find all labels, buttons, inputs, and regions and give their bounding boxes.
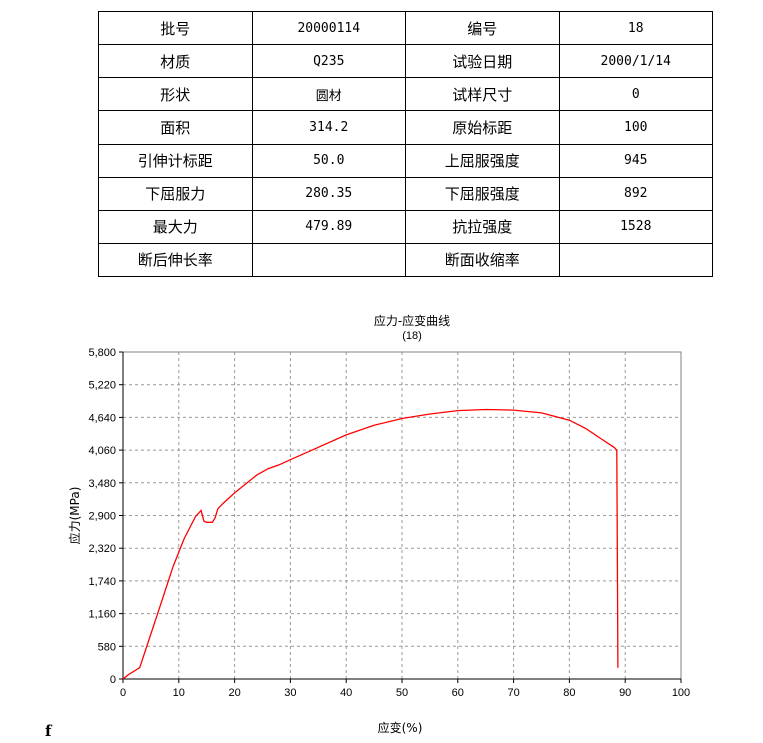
table-label-cell: 材质 <box>98 44 253 79</box>
x-tick-label: 50 <box>396 687 408 699</box>
table-value-cell <box>251 242 406 278</box>
table-row: 最大力 479.89 抗拉强度 1528 <box>98 209 713 244</box>
x-tick-label: 60 <box>452 687 464 699</box>
y-tick-label: 2,900 <box>88 511 116 523</box>
x-tick-label: 90 <box>619 687 631 699</box>
table-label-cell: 引伸计标距 <box>98 143 253 178</box>
x-tick-label: 10 <box>173 687 185 699</box>
table-label-cell: 编号 <box>405 10 560 46</box>
table-value-cell: 945 <box>558 143 713 178</box>
stress-strain-chart: 0 10 20 30 40 50 60 70 80 90 100 0 580 1,160 1,740 2,32… <box>67 313 690 735</box>
table-value-cell: 2000/1/14 <box>558 44 713 79</box>
table-label-cell: 断后伸长率 <box>98 242 253 278</box>
table-label-cell: 下屈服强度 <box>405 176 560 211</box>
table-label-cell: 断面收缩率 <box>405 242 560 278</box>
table-label-cell: 面积 <box>98 110 253 145</box>
x-tick-label: 70 <box>507 687 519 699</box>
footer-mark: f <box>45 722 52 740</box>
table-value-cell: 314.2 <box>251 110 406 145</box>
y-tick-label: 5,800 <box>88 347 116 359</box>
x-tick-label: 80 <box>563 687 575 699</box>
test-report-table: 批号 20000114 编号 18 材质 Q235 试验日期 2000/1/14 形状 圆材 试样尺… <box>98 10 713 278</box>
x-axis-label: 应变(%) <box>378 720 423 735</box>
y-tick-label: 1,740 <box>88 576 116 588</box>
table-label-cell: 最大力 <box>98 209 253 244</box>
table-value-cell <box>558 242 713 278</box>
x-tick-label: 30 <box>284 687 296 699</box>
y-axis-label: 应力(MPa) <box>67 487 82 545</box>
table-row: 引伸计标距 50.0 上屈服强度 945 <box>98 143 713 178</box>
table-value-cell: 圆材 <box>251 77 406 112</box>
table-value-cell: 18 <box>558 10 713 46</box>
table-label-cell: 批号 <box>98 10 253 46</box>
table-row: 面积 314.2 原始标距 100 <box>98 110 713 145</box>
y-tick-label: 0 <box>110 674 116 686</box>
table-value-cell: 479.89 <box>251 209 406 244</box>
table-row: 材质 Q235 试验日期 2000/1/14 <box>98 44 713 79</box>
chart-subtitle: (18) <box>402 330 422 342</box>
table-label-cell: 下屈服力 <box>98 176 253 211</box>
chart-title: 应力-应变曲线 <box>374 313 450 328</box>
y-tick-label: 2,320 <box>88 543 116 555</box>
table-label-cell: 试验日期 <box>405 44 560 79</box>
table-value-cell: 892 <box>558 176 713 211</box>
stress-strain-series-line <box>122 408 619 680</box>
x-tick-label: 100 <box>672 687 690 699</box>
table-label-cell: 抗拉强度 <box>405 209 560 244</box>
table-label-cell: 原始标距 <box>405 110 560 145</box>
y-tick-label: 1,160 <box>88 609 116 621</box>
y-tick-label: 3,480 <box>88 478 116 490</box>
y-tick-label: 5,220 <box>88 380 116 392</box>
table-value-cell: 1528 <box>558 209 713 244</box>
x-tick-label: 0 <box>120 687 126 699</box>
table-value-cell: 20000114 <box>251 10 406 46</box>
table-value-cell: Q235 <box>251 44 406 79</box>
table-row: 下屈服力 280.35 下屈服强度 892 <box>98 176 713 211</box>
y-tick-label: 580 <box>98 641 116 653</box>
y-tick-label: 4,060 <box>88 445 116 457</box>
table-label-cell: 形状 <box>98 77 253 112</box>
table-label-cell: 上屈服强度 <box>405 143 560 178</box>
table-row: 断后伸长率 断面收缩率 <box>98 242 713 278</box>
table-label-cell: 试样尺寸 <box>405 77 560 112</box>
table-value-cell: 280.35 <box>251 176 406 211</box>
x-tick-label: 40 <box>340 687 352 699</box>
x-tick-label: 20 <box>228 687 240 699</box>
y-tick-label: 4,640 <box>88 412 116 424</box>
table-row: 形状 圆材 试样尺寸 0 <box>98 77 713 112</box>
table-value-cell: 100 <box>558 110 713 145</box>
table-value-cell: 50.0 <box>251 143 406 178</box>
table-row: 批号 20000114 编号 18 <box>98 10 713 46</box>
table-value-cell: 0 <box>558 77 713 112</box>
